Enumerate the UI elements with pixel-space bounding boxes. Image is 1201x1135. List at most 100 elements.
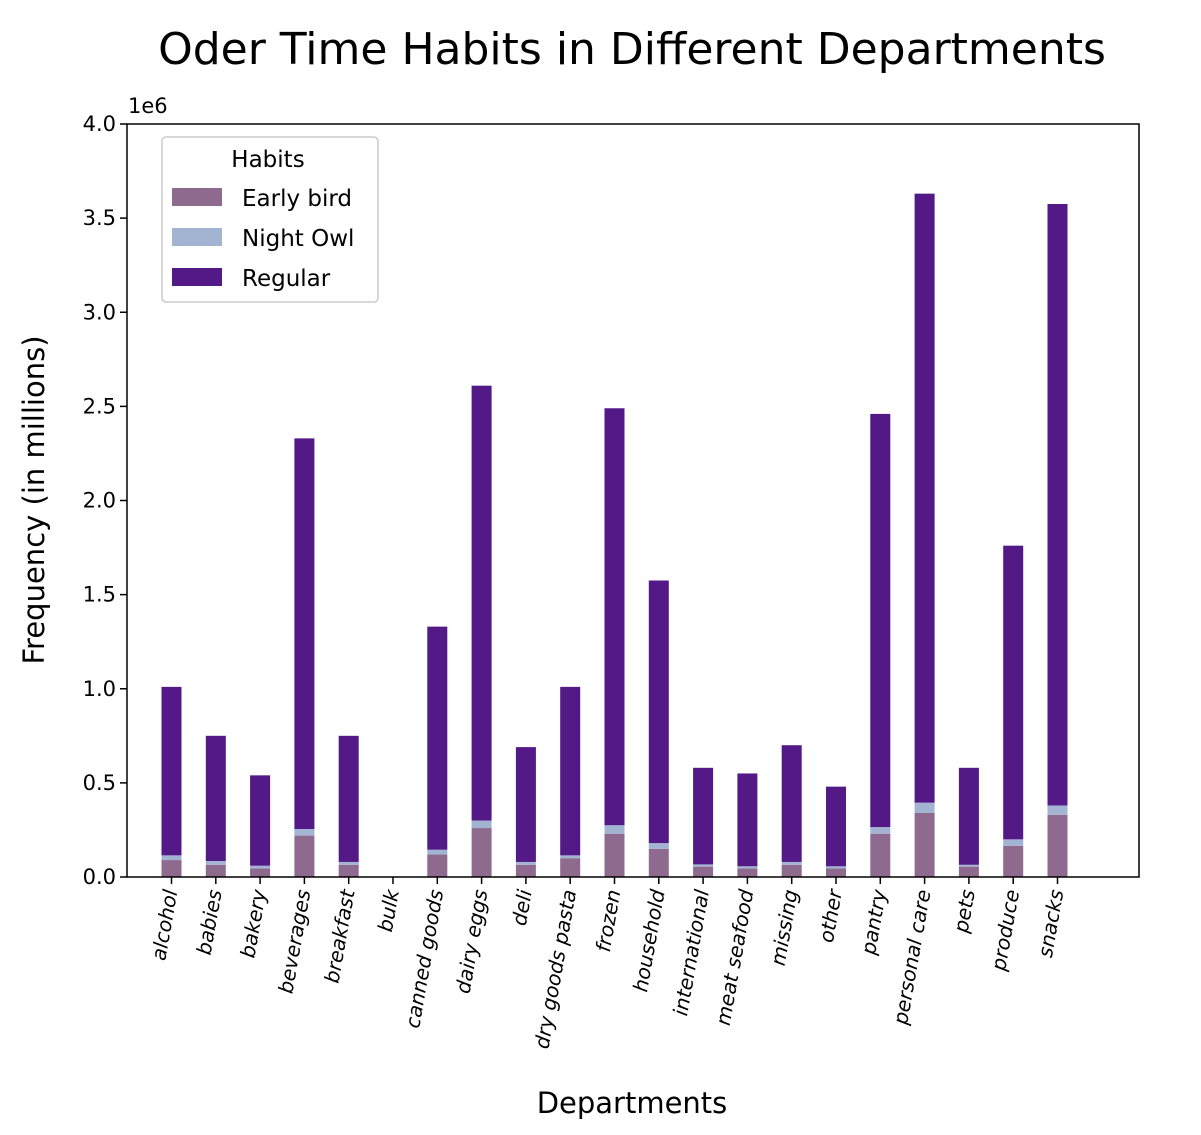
- bar-early-bird-produce: [1003, 845, 1024, 877]
- bar-early-bird-international: [693, 866, 714, 877]
- x-tick-label: pets: [949, 888, 980, 936]
- bar-night-owl-alcohol: [161, 855, 182, 861]
- bar-regular-produce: [1003, 545, 1024, 840]
- bar-regular-canned-goods: [427, 626, 448, 850]
- bar-regular-personal-care: [914, 193, 935, 803]
- bar-regular-babies: [205, 735, 226, 861]
- bar-early-bird-personal-care: [914, 812, 935, 877]
- bar-night-owl-international: [693, 864, 714, 867]
- bar-regular-deli: [515, 747, 536, 862]
- y-tick-label: 4.0: [83, 112, 116, 136]
- x-tick-label: dry goods pasta: [529, 888, 581, 1051]
- x-tick-label: meat seafood: [711, 887, 759, 1027]
- x-tick-label: canned goods: [400, 888, 448, 1030]
- x-tick-label: international: [668, 887, 714, 1017]
- y-axis-label: Frequency (in millions): [17, 335, 51, 664]
- bar-night-owl-breakfast: [338, 861, 359, 865]
- bar-regular-dairy-eggs: [471, 385, 492, 821]
- bar-night-owl-personal-care: [914, 802, 935, 813]
- y-axis-ticks: 0.0 0.5 1.0 1.5 2.0 2.5 3.0 3.5 4.0: [83, 112, 127, 889]
- bar-early-bird-frozen: [604, 833, 625, 877]
- bar-night-owl-other: [826, 866, 846, 869]
- bar-early-bird-deli: [515, 864, 536, 877]
- x-tick-label: household: [628, 887, 670, 993]
- bar-night-owl-canned-goods: [427, 849, 448, 855]
- bars-layer: [161, 193, 1068, 877]
- legend-items: Early bird Night Owl Regular: [172, 186, 354, 292]
- legend-label: Night Owl: [242, 226, 354, 252]
- bar-night-owl-bakery: [250, 865, 271, 869]
- bar-regular-household: [648, 580, 669, 844]
- x-tick-label: missing: [766, 888, 803, 968]
- x-tick-label: snacks: [1033, 888, 1069, 959]
- bar-regular-meat-seafood: [737, 773, 758, 867]
- bar-night-owl-beverages: [294, 828, 315, 836]
- x-tick-label: personal care: [888, 888, 936, 1028]
- bar-early-bird-breakfast: [338, 864, 359, 877]
- bar-night-owl-babies: [205, 860, 226, 865]
- y-axis-scale-label: 1e6: [128, 94, 168, 118]
- y-tick-label: 0.0: [83, 865, 116, 889]
- bar-night-owl-produce: [1003, 839, 1024, 846]
- y-tick-label: 1.5: [83, 583, 116, 607]
- bar-early-bird-snacks: [1047, 814, 1068, 877]
- x-tick-label: other: [814, 886, 847, 944]
- legend-title: Habits: [231, 147, 304, 173]
- bar-night-owl-pantry: [870, 827, 891, 834]
- bar-early-bird-missing: [781, 864, 802, 877]
- legend-swatch: [172, 188, 222, 206]
- x-tick-label: bulk: [373, 886, 404, 933]
- bar-regular-dry-goods-pasta: [560, 686, 581, 856]
- bar-regular-pets: [958, 767, 979, 865]
- bar-early-bird-household: [648, 848, 669, 877]
- bar-early-bird-pets: [958, 866, 979, 877]
- bar-regular-missing: [781, 745, 802, 862]
- x-tick-label: alcohol: [146, 887, 182, 962]
- legend: Habits Early bird Night Owl Regular: [161, 136, 379, 303]
- bar-night-owl-household: [648, 843, 669, 849]
- bar-early-bird-babies: [205, 864, 226, 877]
- bar-night-owl-dry-goods-pasta: [560, 855, 581, 859]
- bar-early-bird-canned-goods: [427, 854, 448, 877]
- legend-swatch: [172, 268, 222, 286]
- x-tick-label: produce: [986, 888, 1024, 974]
- x-tick-label: pantry: [856, 887, 891, 958]
- bar-night-owl-pets: [958, 864, 979, 867]
- legend-label: Early bird: [242, 186, 352, 212]
- bar-regular-other: [826, 786, 846, 867]
- bar-night-owl-meat-seafood: [737, 866, 758, 869]
- legend-frame: [161, 136, 379, 303]
- x-tick-label: deli: [507, 887, 537, 927]
- x-tick-label: beverages: [273, 888, 315, 996]
- legend-swatch: [172, 228, 222, 246]
- bar-night-owl-missing: [781, 861, 802, 865]
- bar-early-bird-alcohol: [161, 860, 182, 877]
- x-tick-label: bakery: [235, 887, 271, 960]
- bar-regular-alcohol: [161, 686, 182, 856]
- y-tick-label: 1.0: [83, 677, 116, 701]
- bar-night-owl-snacks: [1047, 805, 1068, 815]
- x-tick-label: dairy eggs: [451, 888, 493, 996]
- x-tick-label: babies: [192, 888, 227, 957]
- bar-early-bird-pantry: [870, 833, 891, 877]
- chart-title: Oder Time Habits in Different Department…: [158, 24, 1106, 75]
- bar-early-bird-beverages: [294, 835, 315, 877]
- bar-regular-bakery: [250, 775, 271, 866]
- y-tick-label: 2.5: [83, 394, 116, 418]
- y-tick-label: 0.5: [83, 771, 116, 795]
- bar-regular-snacks: [1047, 204, 1068, 806]
- bar-night-owl-frozen: [604, 825, 625, 834]
- x-axis-label: Departments: [537, 1086, 728, 1120]
- y-tick-label: 3.0: [83, 300, 116, 324]
- bar-regular-international: [693, 767, 714, 865]
- bar-early-bird-dairy-eggs: [471, 828, 492, 877]
- bar-regular-pantry: [870, 413, 891, 828]
- bar-regular-frozen: [604, 408, 625, 826]
- x-tick-label: breakfast: [320, 887, 360, 985]
- x-tick-label: frozen: [591, 888, 626, 954]
- bar-regular-beverages: [294, 438, 315, 829]
- bar-early-bird-dry-goods-pasta: [560, 858, 581, 877]
- y-tick-label: 2.0: [83, 489, 116, 513]
- bar-early-bird-bakery: [250, 868, 271, 877]
